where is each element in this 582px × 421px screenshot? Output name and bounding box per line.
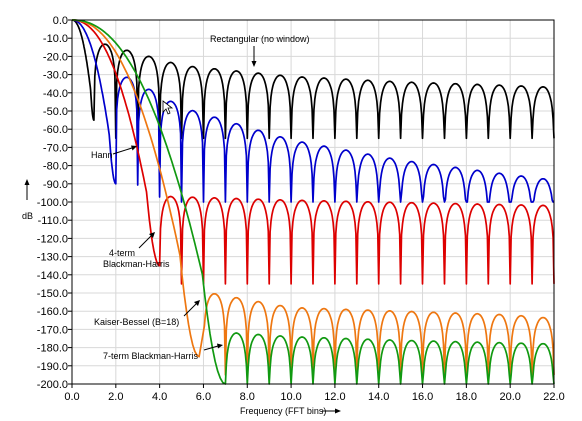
x-axis-arrow-icon bbox=[335, 408, 341, 414]
x-tick-label: 2.0 bbox=[108, 391, 123, 403]
x-tick-label: 16.0 bbox=[412, 391, 433, 403]
annotation-7term-arrow-icon bbox=[217, 343, 223, 349]
annotation-hann-arrow-icon bbox=[131, 145, 137, 151]
x-tick-label: 14.0 bbox=[368, 391, 389, 403]
annotation-4term: 4-term Blackman-Harris bbox=[103, 232, 170, 269]
x-tick-label: 4.0 bbox=[152, 391, 167, 403]
axis-ticks: 0.0 2.0 4.0 6.0 8.0 10.0 12.0 14.0 16.0 18.0 20.0 2… bbox=[37, 15, 565, 403]
y-tick-label: -70.0 bbox=[43, 142, 68, 154]
y-tick-label: -120.0 bbox=[37, 233, 68, 245]
annotation-kaiser-label: Kaiser-Bessel (B=18) bbox=[94, 317, 179, 327]
x-tick-label: 20.0 bbox=[499, 391, 520, 403]
annotation-rectangular-arrow-icon bbox=[251, 61, 257, 67]
y-tick-label: -100.0 bbox=[37, 197, 68, 209]
y-tick-label: -20.0 bbox=[43, 51, 68, 63]
annotation-4term-arrow-icon bbox=[149, 232, 155, 238]
y-tick-label: 0.0 bbox=[53, 15, 68, 27]
y-tick-label: -190.0 bbox=[37, 361, 68, 373]
y-axis-label-group: dB bbox=[22, 179, 33, 221]
y-tick-label: -200.0 bbox=[37, 379, 68, 391]
y-tick-label: -180.0 bbox=[37, 343, 68, 355]
y-tick-label: -90.0 bbox=[43, 179, 68, 191]
annotation-7term-label: 7-term Blackman-Harris bbox=[103, 351, 199, 361]
y-tick-label: -80.0 bbox=[43, 161, 68, 173]
x-tick-label: 8.0 bbox=[240, 391, 255, 403]
series-line-3 bbox=[72, 19, 555, 376]
series-line-4 bbox=[72, 19, 555, 385]
series-lines bbox=[71, 19, 555, 385]
annotation-kaiser: Kaiser-Bessel (B=18) bbox=[94, 300, 200, 327]
annotation-hann-label: Hann bbox=[91, 150, 113, 160]
y-axis-arrow-icon bbox=[24, 179, 30, 185]
x-tick-label: 0.0 bbox=[64, 391, 79, 403]
x-axis-label: Frequency (FFT bins) bbox=[240, 406, 326, 416]
annotation-7term: 7-term Blackman-Harris bbox=[103, 343, 223, 361]
y-tick-label: -60.0 bbox=[43, 124, 68, 136]
annotation-hann: Hann bbox=[91, 145, 137, 160]
y-tick-label: -10.0 bbox=[43, 33, 68, 45]
x-tick-label: 18.0 bbox=[456, 391, 477, 403]
x-tick-label: 6.0 bbox=[196, 391, 211, 403]
annotation-rectangular: Rectangular (no window) bbox=[210, 34, 310, 67]
mouse-cursor-icon bbox=[162, 100, 174, 115]
series-line-1 bbox=[71, 19, 554, 203]
series-line-2 bbox=[72, 19, 555, 285]
y-tick-label: -140.0 bbox=[37, 270, 68, 282]
annotation-rectangular-label: Rectangular (no window) bbox=[210, 34, 310, 44]
x-tick-label: 22.0 bbox=[543, 391, 564, 403]
x-axis-label-group: Frequency (FFT bins) bbox=[240, 406, 341, 416]
x-tick-label: 12.0 bbox=[324, 391, 345, 403]
y-axis-label: dB bbox=[22, 211, 33, 221]
y-tick-label: -40.0 bbox=[43, 88, 68, 100]
annotation-4term-label-1: 4-term bbox=[109, 248, 135, 258]
annotation-kaiser-arrow-icon bbox=[194, 300, 200, 306]
y-tick-label: -160.0 bbox=[37, 306, 68, 318]
series-line-0 bbox=[71, 19, 555, 140]
y-tick-label: -30.0 bbox=[43, 70, 68, 82]
y-tick-label: -150.0 bbox=[37, 288, 68, 300]
y-tick-label: -170.0 bbox=[37, 324, 68, 336]
annotation-4term-label-2: Blackman-Harris bbox=[103, 259, 170, 269]
y-tick-label: -130.0 bbox=[37, 252, 68, 264]
x-tick-label: 10.0 bbox=[280, 391, 301, 403]
y-tick-label: -50.0 bbox=[43, 106, 68, 118]
y-tick-label: -110.0 bbox=[38, 215, 68, 227]
